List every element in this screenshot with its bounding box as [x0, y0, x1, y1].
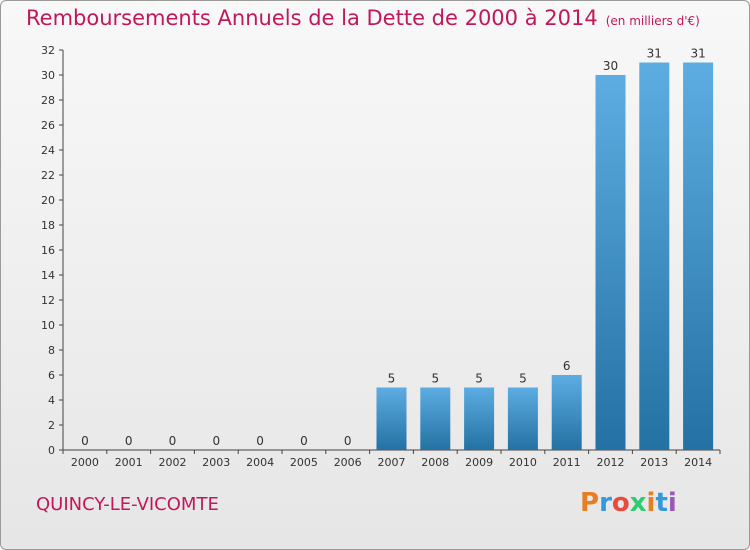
- data-label: 0: [212, 434, 220, 448]
- chart-bars: [376, 62, 714, 450]
- y-tick-label: 22: [41, 169, 55, 182]
- bar: [639, 62, 670, 450]
- y-tick-label: 14: [41, 269, 55, 282]
- chart-title-text: Remboursements Annuels de la Dette de 20…: [26, 6, 598, 30]
- x-tick-label: 2005: [290, 456, 318, 469]
- x-tick-label: 2009: [465, 456, 493, 469]
- x-tick-label: 2007: [378, 456, 406, 469]
- x-tick-label: 2001: [115, 456, 143, 469]
- x-tick-label: 2003: [202, 456, 230, 469]
- logo-letter: t: [655, 488, 668, 518]
- bar: [507, 387, 538, 450]
- y-tick-label: 18: [41, 219, 55, 232]
- y-tick-label: 26: [41, 119, 55, 132]
- y-tick-label: 16: [41, 244, 55, 257]
- x-tick-label: 2010: [509, 456, 537, 469]
- bar: [376, 387, 407, 450]
- logo-letter: x: [629, 488, 647, 518]
- y-tick-label: 8: [48, 344, 55, 357]
- y-tick-label: 4: [48, 394, 55, 407]
- x-tick-label: 2002: [159, 456, 187, 469]
- data-label: 5: [475, 372, 483, 386]
- y-tick-label: 0: [48, 444, 55, 457]
- chart-unit-label: (en milliers d'€): [605, 14, 700, 28]
- data-label: 0: [169, 434, 177, 448]
- x-tick-label: 2004: [246, 456, 274, 469]
- logo-letter: i: [646, 488, 656, 518]
- commune-name: QUINCY-LE-VICOMTE: [36, 494, 219, 515]
- x-tick-label: 2012: [597, 456, 625, 469]
- data-label: 6: [563, 359, 571, 373]
- data-label: 0: [125, 434, 133, 448]
- x-tick-label: 2000: [71, 456, 99, 469]
- data-label: 5: [388, 372, 396, 386]
- x-tick-label: 2013: [640, 456, 668, 469]
- logo-letter: P: [580, 488, 600, 518]
- logo-letter: r: [599, 488, 612, 518]
- data-label: 5: [519, 372, 527, 386]
- data-label: 0: [300, 434, 308, 448]
- bar: [595, 75, 626, 450]
- x-tick-label: 2014: [684, 456, 712, 469]
- y-tick-label: 24: [41, 144, 55, 157]
- y-tick-label: 28: [41, 94, 55, 107]
- x-tick-label: 2006: [334, 456, 362, 469]
- chart-title: Remboursements Annuels de la Dette de 20…: [26, 6, 700, 30]
- y-tick-label: 32: [41, 44, 55, 57]
- logo-letter: i: [667, 488, 677, 518]
- chart-labels: 0 0 0 0 0 0 0 5 5 5 5 6 30 31 31: [81, 47, 706, 449]
- data-label: 0: [344, 434, 352, 448]
- y-tick-label: 30: [41, 69, 55, 82]
- bar: [464, 387, 495, 450]
- bar: [683, 62, 714, 450]
- proxiti-logo: Proxiti: [580, 488, 677, 518]
- y-tick-label: 10: [41, 319, 55, 332]
- y-tick-label: 20: [41, 194, 55, 207]
- x-tick-label: 2011: [553, 456, 581, 469]
- data-label: 0: [256, 434, 264, 448]
- logo-letter: o: [611, 488, 630, 518]
- bar: [420, 387, 451, 450]
- data-label: 30: [603, 59, 618, 73]
- data-label: 0: [81, 434, 89, 448]
- data-label: 31: [690, 47, 705, 61]
- y-tick-label: 12: [41, 294, 55, 307]
- y-tick-label: 2: [48, 419, 55, 432]
- x-tick-label: 2008: [421, 456, 449, 469]
- y-tick-label: 6: [48, 369, 55, 382]
- data-label: 5: [431, 372, 439, 386]
- data-label: 31: [647, 47, 662, 61]
- bar: [551, 375, 582, 450]
